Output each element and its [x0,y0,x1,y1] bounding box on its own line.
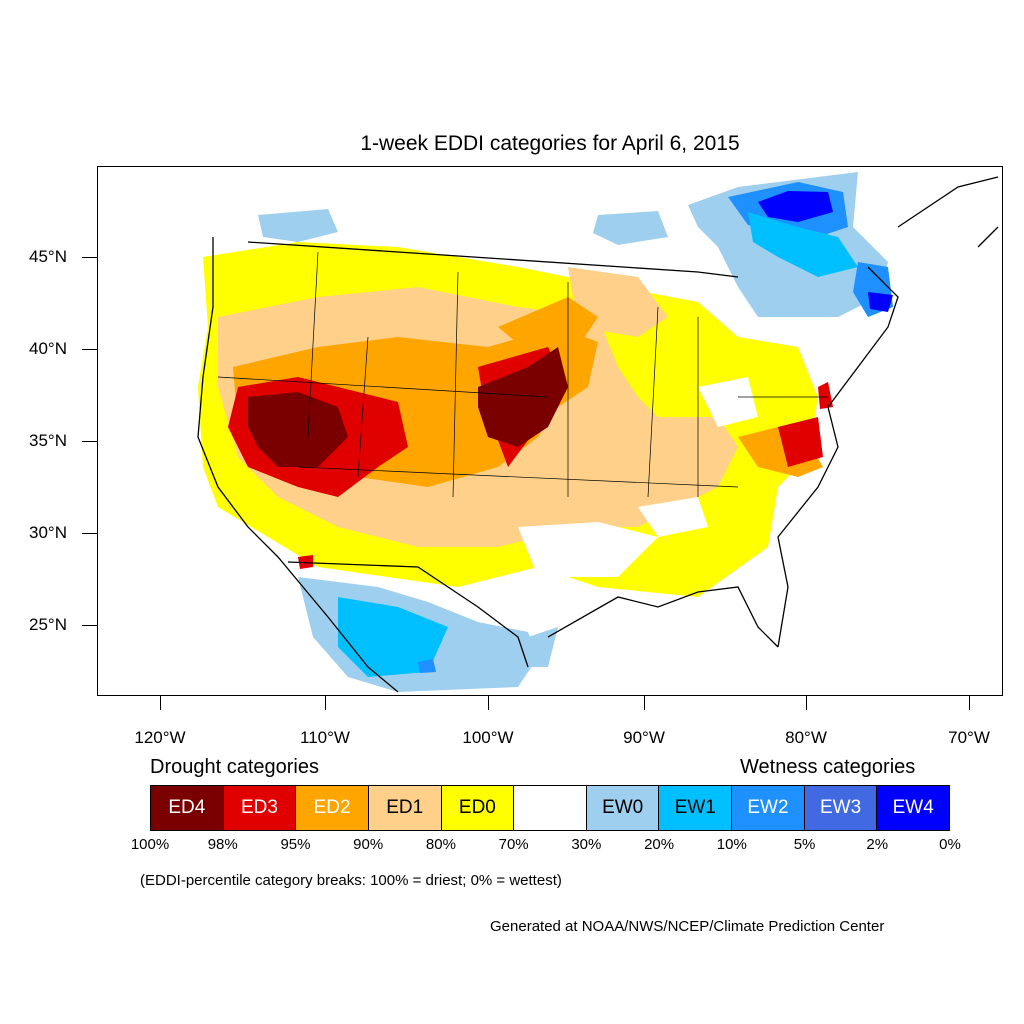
legend-swatch-ed2: ED2 [296,786,369,830]
lon-label: 120°W [134,728,186,747]
break-label: 98% [207,836,238,853]
lon-tick [644,696,645,710]
lon-label: 110°W [300,728,350,747]
wetness-categories-title: Wetness categories [740,756,916,778]
break-label: 90% [353,836,384,853]
break-label: 2% [866,836,889,853]
legend-swatch-ew0: EW0 [586,786,660,830]
lon-label: 70°W [948,728,990,747]
legend-swatch-ew1: EW1 [659,786,733,830]
break-label: 5% [793,836,816,853]
break-label: 80% [425,836,456,853]
lon-tick [160,696,161,710]
category-note: (EDDI-percentile category breaks: 100% =… [140,872,562,889]
break-label: 30% [571,836,602,853]
legend-swatch-ed4: ED4 [151,786,224,830]
legend-swatch-ew4: EW4 [877,786,950,830]
lat-tick [82,625,97,626]
lat-label: 45°N [29,247,67,266]
lon-tick [325,696,326,710]
lon-label: 100°W [462,728,514,747]
break-label: 10% [716,836,747,853]
legend-swatch-ew2: EW2 [732,786,805,830]
lon-tick [969,696,970,710]
lat-tick [82,441,97,442]
break-label: 100% [130,836,170,853]
break-label: 70% [498,836,529,853]
map-panel [97,166,1003,696]
legend-swatch-ed1: ED1 [368,786,442,830]
lat-tick [82,533,97,534]
map-title: 1-week EDDI categories for April 6, 2015 [360,132,740,155]
map-outlines [197,176,999,693]
lon-label: 90°W [623,728,665,747]
lat-label: 40°N [29,339,67,358]
drought-categories-title: Drought categories [150,756,319,778]
credit-line: Generated at NOAA/NWS/NCEP/Climate Predi… [490,918,885,935]
legend-swatch-ed3: ED3 [223,786,297,830]
lat-label: 25°N [29,615,67,634]
conus-drought-field [198,242,833,597]
lon-label: 80°W [785,728,827,747]
legend-swatch-ed0: ED0 [441,786,515,830]
mexico-wet-patches [298,577,558,692]
break-label: 95% [280,836,311,853]
break-label: 20% [644,836,675,853]
category-legend: ED4 ED3 ED2 ED1 ED0 EW0 EW1 EW2 EW3 EW4 [150,785,950,831]
lat-tick [82,349,97,350]
canada-wet-patches [258,172,893,317]
break-label: 0% [939,836,961,853]
state-lines [217,251,828,498]
legend-swatch-neutral [514,786,587,830]
eddi-map [197,172,999,693]
lat-label: 30°N [29,523,67,542]
lon-tick [488,696,489,710]
legend-swatch-ew3: EW3 [804,786,878,830]
lon-tick [806,696,807,710]
lat-label: 35°N [29,431,67,450]
lat-tick [82,257,97,258]
